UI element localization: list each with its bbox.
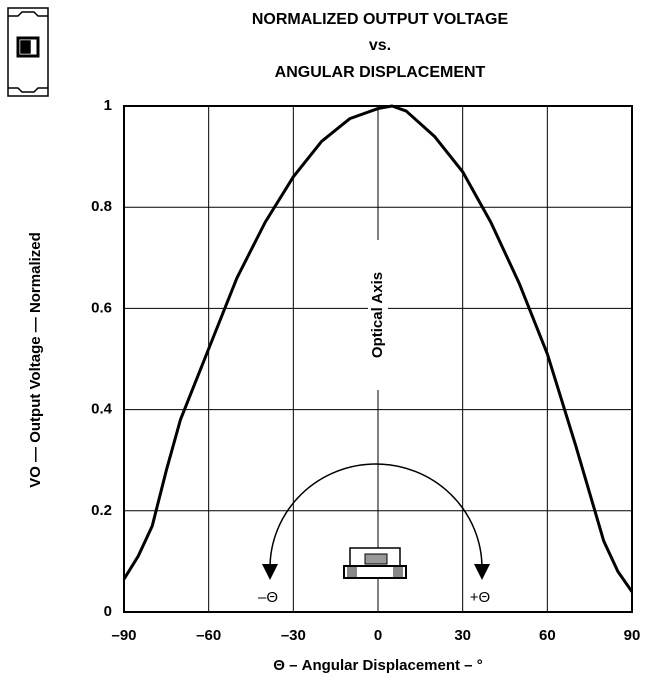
rotation-arc: [269, 463, 483, 569]
x-tick-label: –60: [196, 627, 221, 644]
x-axis-label: Θ – Angular Displacement – °: [273, 657, 482, 674]
device: [347, 567, 357, 577]
label-background: [368, 240, 388, 390]
chart-title: ANGULAR DISPLACEMENT: [275, 64, 486, 81]
x-tick-label: –30: [281, 627, 306, 644]
arrow-head: [474, 564, 490, 580]
annotation: Optical Axis: [369, 272, 386, 358]
y-tick-label: 0.4: [91, 401, 113, 418]
y-tick-label: 0.8: [91, 198, 112, 215]
y-axis-label: VO — Output Voltage — Normalized: [27, 232, 44, 488]
x-tick-label: 90: [624, 627, 641, 644]
device: [393, 567, 403, 577]
y-tick-label: 0: [104, 603, 112, 620]
annotation: +Θ: [470, 589, 490, 606]
y-tick-label: 0.6: [91, 299, 112, 316]
y-tick-label: 0.2: [91, 502, 112, 519]
x-tick-label: 60: [539, 627, 556, 644]
arrow-head: [262, 564, 278, 580]
data-line: [122, 104, 634, 593]
x-tick-label: 0: [374, 627, 382, 644]
device: [364, 553, 388, 565]
x-tick-label: –90: [111, 627, 136, 644]
y-tick-label: 1: [104, 97, 112, 114]
device: [343, 565, 407, 579]
x-tick-label: 30: [454, 627, 471, 644]
annotation: –Θ: [258, 589, 278, 606]
plot-frame: [123, 105, 633, 613]
chart-title: vs.: [369, 37, 391, 54]
chart-title: NORMALIZED OUTPUT VOLTAGE: [252, 11, 509, 28]
device-icon: [7, 7, 49, 97]
